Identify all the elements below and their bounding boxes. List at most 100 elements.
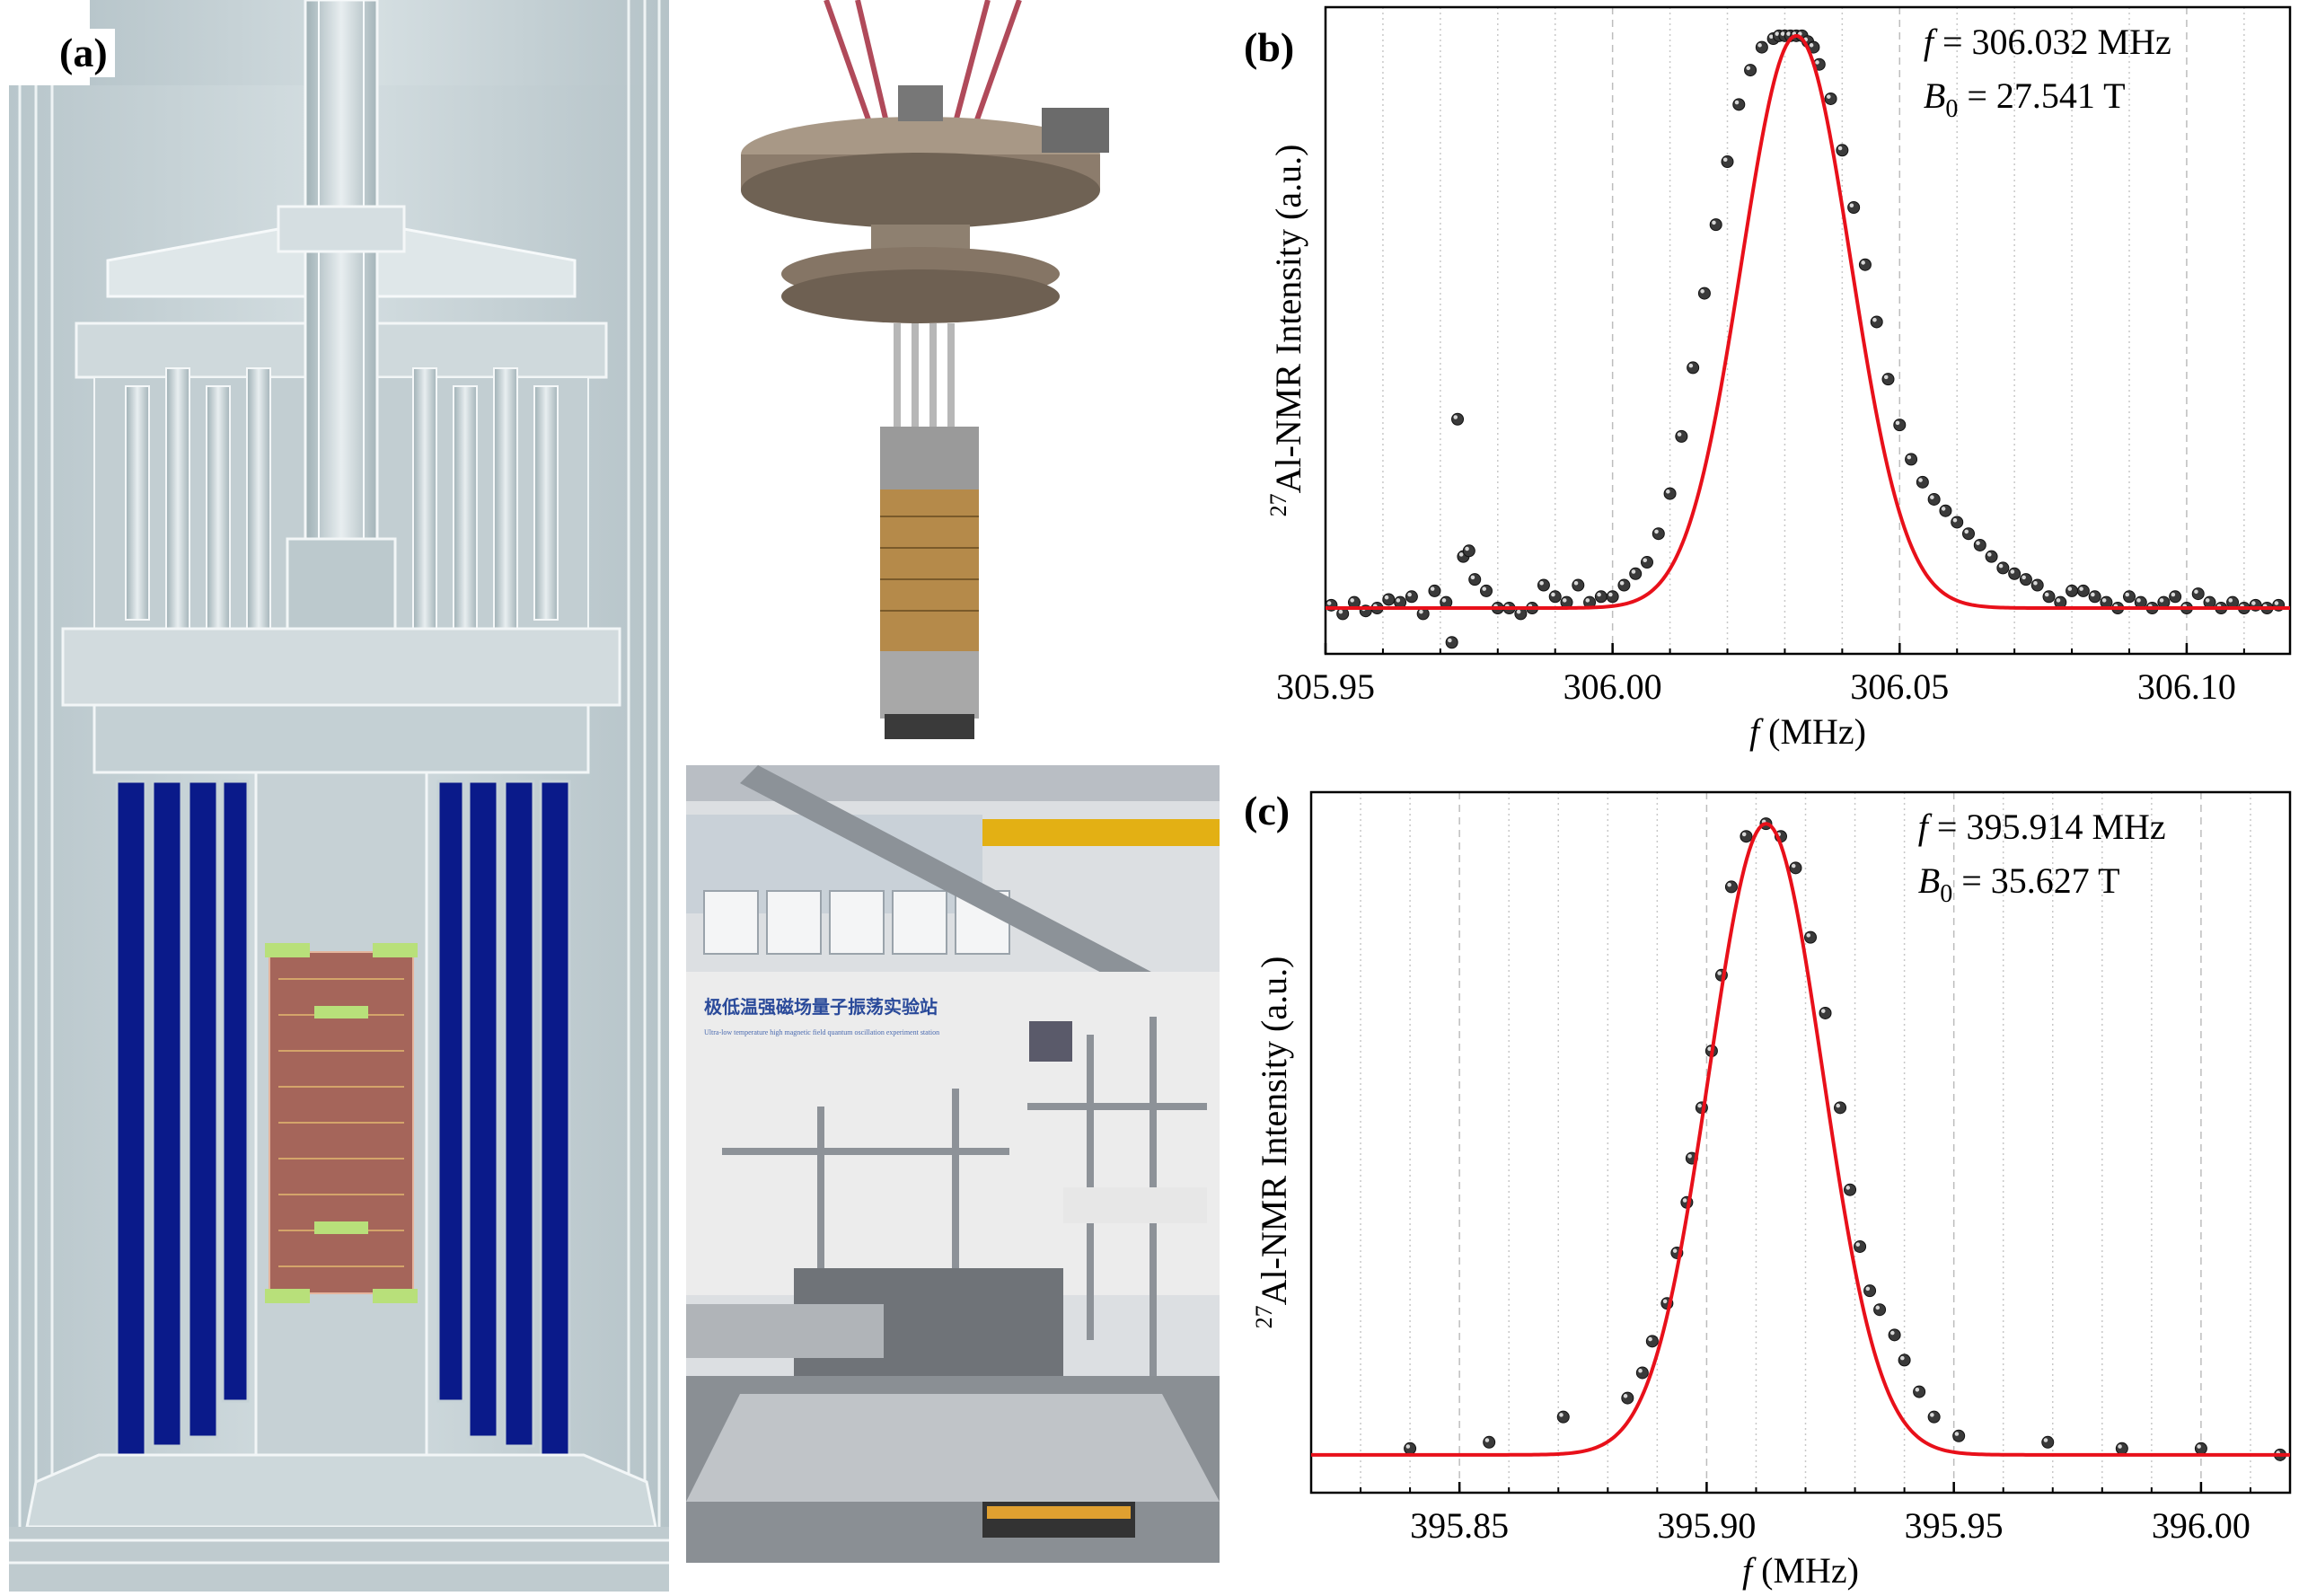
chart-b-data-point	[1697, 287, 1711, 300]
lab-banner-subtitle: Ultra-low temperature high magnetic fiel…	[704, 1028, 939, 1036]
chart-b-data-point	[1641, 556, 1653, 569]
chart-c: 395.85 395.90 395.95 396.00 f (MHz) 27Al-NMR …	[1251, 790, 2292, 1591]
chart-c-data-point-highlight	[1930, 1413, 1934, 1417]
chart-b-data-points	[1325, 29, 2286, 649]
chart-b-x-tick-label: 305.95	[1276, 666, 1375, 707]
chart-b-data-point-highlight	[1964, 529, 1969, 534]
chart-b-data-point-highlight	[1654, 529, 1659, 534]
lab-banner-title: 极低温强磁场量子振荡实验站	[704, 996, 938, 1018]
chart-c-data-point	[1621, 1391, 1634, 1405]
chart-b-data-point-highlight	[1746, 66, 1751, 71]
panel-b-label: (b)	[1244, 24, 1295, 70]
chart-b-data-point	[1480, 584, 1493, 597]
chart-b-data-point	[1732, 98, 1746, 111]
lab-illustration: 极低温强磁场量子振荡实验站 Ultra-low temperature high…	[686, 765, 1220, 1563]
chart-b-data-point-highlight	[2228, 598, 2233, 603]
chart-b-data-point	[2169, 590, 2182, 604]
chart-c-data-point-highlight	[1687, 1154, 1692, 1159]
chart-b-data-point	[1951, 516, 1964, 529]
chart-b-data-point	[2042, 590, 2056, 604]
chart-b-data-point	[1836, 144, 1849, 157]
chart-b-data-point-highlight	[2136, 598, 2141, 603]
chart-c-data-point-highlight	[1559, 1413, 1563, 1417]
chart-b-x-tick-label: 306.00	[1563, 666, 1662, 707]
chart-b-data-point	[1755, 40, 1768, 54]
chart-b-data-point-highlight	[1895, 420, 1900, 426]
probe-photo	[736, 0, 1114, 750]
chart-b-data-point-highlight	[1458, 552, 1464, 557]
chart-b-data-point-highlight	[1930, 495, 1934, 499]
chart-b-data-point-highlight	[1757, 43, 1762, 48]
chart-b-data-point-highlight	[2091, 592, 2095, 597]
chart-c-data-point-highlight	[1727, 882, 1731, 887]
chart-c-data-point-highlight	[2043, 1438, 2048, 1442]
chart-c-dotted-grid	[1310, 792, 2251, 1493]
chart-b-data-point	[1548, 590, 1562, 604]
chart-c-data-points	[1404, 817, 2286, 1461]
chart-b-data-point	[1927, 492, 1941, 506]
chart-c-data-point	[1483, 1435, 1496, 1449]
chart-c-data-point	[1898, 1354, 1911, 1367]
chart-b-data-point-highlight	[1448, 638, 1452, 643]
chart-b-data-point-highlight	[2251, 601, 2256, 605]
chart-c-x-tick-label: 395.90	[1657, 1505, 1756, 1546]
chart-c-data-point-highlight	[1717, 971, 1722, 975]
chart-b-data-point-highlight	[1539, 580, 1544, 586]
chart-b-data-point-highlight	[1585, 598, 1590, 603]
chart-b-data-point	[1594, 590, 1608, 604]
chart-b-data-point-highlight	[1643, 558, 1647, 563]
chart-c-annotation-field: B0 = 35.627 T	[1918, 860, 2120, 908]
chart-c-data-point-highlight	[1806, 933, 1811, 938]
chart-c-data-point	[2194, 1442, 2207, 1455]
chart-b-data-point	[1629, 567, 1643, 580]
chart-c-data-point	[1740, 830, 1753, 843]
chart-b-data-point-highlight	[1815, 60, 1819, 65]
chart-c-data-point-highlight	[1836, 1103, 1841, 1108]
chart-b-data-point-highlight	[1441, 598, 1447, 603]
panel-a-label: (a)	[52, 29, 115, 77]
chart-c-data-point	[1645, 1335, 1659, 1348]
chart-b-data-point-highlight	[1465, 546, 1469, 551]
chart-c-data-point-highlight	[1890, 1330, 1895, 1336]
chart-b-data-point-highlight	[1998, 563, 2004, 569]
chart-c-data-point-highlight	[1900, 1355, 1905, 1361]
chart-b-annotation-frequency: f = 306.032 MHz	[1924, 22, 2171, 62]
chart-b-data-point-highlight	[1562, 598, 1567, 603]
chart-b-data-point-highlight	[1666, 489, 1670, 494]
chart-b-data-point-highlight	[1631, 569, 1636, 574]
chart-b-data-point-highlight	[1976, 541, 1980, 545]
chart-b-data-point-highlight	[1573, 580, 1579, 586]
chart-c-data-point-highlight	[1707, 1046, 1712, 1052]
chart-c-data-point	[1952, 1429, 1966, 1442]
chart-c-data-point-highlight	[1697, 1103, 1702, 1108]
chart-b-data-point	[1462, 544, 1475, 558]
chart-b-data-point-highlight	[1430, 586, 1435, 591]
chart-b-data-point	[1451, 412, 1465, 426]
chart-c-data-point-highlight	[2197, 1444, 2201, 1449]
chart-c-x-tick-label: 395.95	[1905, 1505, 2004, 1546]
chart-b-data-point-highlight	[1326, 601, 1332, 605]
chart-b-data-point	[1824, 92, 1837, 105]
chart-b-data-point-highlight	[1786, 31, 1791, 36]
chart-b-data-point	[1985, 550, 1998, 563]
chart-b-data-point-highlight	[2205, 598, 2210, 603]
chart-c-data-point	[1873, 1303, 1887, 1317]
chart-b-data-point	[1858, 258, 1872, 271]
chart-b-data-point-highlight	[2010, 569, 2015, 574]
chart-c-data-point-highlight	[1954, 1432, 1960, 1436]
chart-c-data-point-highlight	[1648, 1336, 1652, 1342]
chart-c-annotation-frequency: f = 395.914 MHz	[1918, 807, 2166, 847]
chart-b-data-point-highlight	[2101, 598, 2107, 603]
chart-c-data-point	[1635, 1366, 1649, 1380]
chart-b-data-point-highlight	[1453, 415, 1458, 419]
chart-b-data-point-highlight	[1941, 507, 1946, 511]
chart-b-data-point	[2030, 578, 2044, 592]
chart-b-data-point-highlight	[1849, 203, 1854, 208]
lab-photo: 极低温强磁场量子振荡实验站 Ultra-low temperature high…	[686, 765, 1220, 1563]
chart-b-data-point	[1675, 429, 1688, 443]
chart-c-data-point-highlight	[1484, 1438, 1490, 1442]
chart-c-data-point-highlight	[1682, 1198, 1687, 1203]
chart-b-data-point-highlight	[1952, 517, 1958, 523]
chart-b-data-point-highlight	[1384, 595, 1389, 600]
chart-b-x-tick-label: 306.10	[2137, 666, 2236, 707]
